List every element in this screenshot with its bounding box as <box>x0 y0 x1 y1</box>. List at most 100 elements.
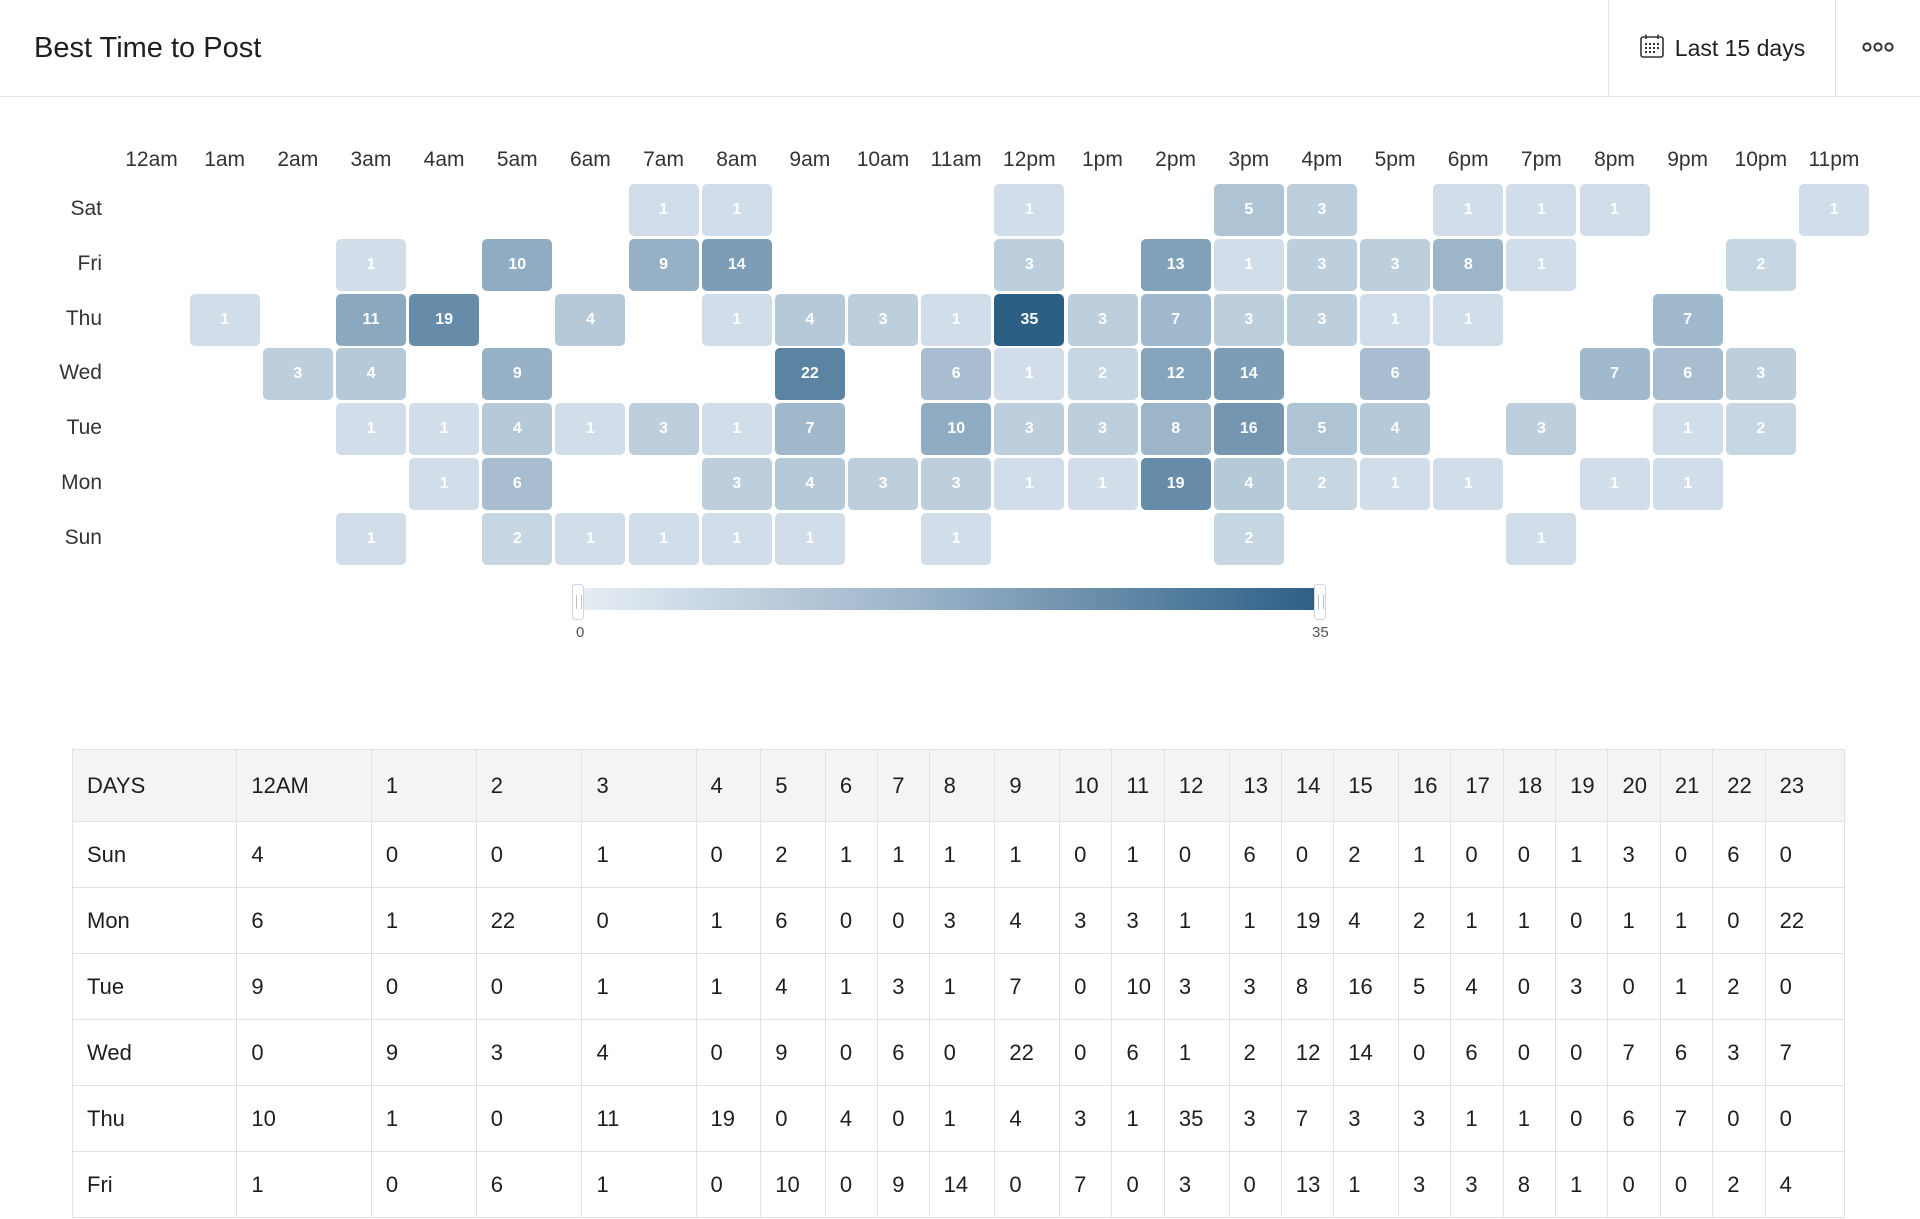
table-cell: 1 <box>877 821 930 888</box>
heatmap-cell[interactable]: 9 <box>628 238 699 291</box>
heatmap-cell[interactable]: 3 <box>1286 238 1357 291</box>
heatmap-cell[interactable]: 1 <box>409 403 480 456</box>
heatmap-cell[interactable]: 4 <box>1360 403 1431 456</box>
heatmap-cell[interactable]: 1 <box>628 512 699 565</box>
legend-min-handle[interactable] <box>572 584 584 620</box>
heatmap-cell[interactable]: 1 <box>336 403 407 456</box>
heatmap-cell[interactable]: 3 <box>701 458 772 510</box>
heatmap-cell[interactable]: 1 <box>701 403 772 456</box>
heatmap-cell[interactable]: 10 <box>921 403 992 456</box>
heatmap-cell[interactable]: 14 <box>1213 348 1284 401</box>
heatmap-cell[interactable]: 1 <box>336 238 407 291</box>
heatmap-cell[interactable]: 7 <box>1140 293 1211 346</box>
date-range-button[interactable]: Last 15 days <box>1608 0 1836 97</box>
heatmap-cell[interactable]: 7 <box>1652 293 1723 346</box>
heatmap-cell[interactable]: 6 <box>482 458 553 510</box>
heatmap-cell[interactable]: 1 <box>1652 458 1723 510</box>
heatmap-cell[interactable]: 1 <box>1433 458 1504 510</box>
heatmap-cell[interactable]: 1 <box>994 458 1065 510</box>
heatmap-cell[interactable]: 2 <box>1213 512 1284 565</box>
heatmap-cell[interactable]: 1 <box>701 184 772 236</box>
heatmap-cell[interactable]: 1 <box>1506 512 1577 565</box>
heatmap-cell[interactable]: 10 <box>482 238 553 291</box>
heatmap-cell[interactable]: 1 <box>994 184 1065 236</box>
heatmap-cell[interactable]: 13 <box>1140 238 1211 291</box>
heatmap-cell[interactable]: 1 <box>555 403 626 456</box>
heatmap-cell[interactable]: 1 <box>1652 403 1723 456</box>
heatmap-cell[interactable]: 1 <box>701 293 772 346</box>
heatmap-cell[interactable]: 1 <box>1067 458 1138 510</box>
heatmap-cell[interactable]: 1 <box>921 293 992 346</box>
heatmap-cell[interactable]: 3 <box>994 403 1065 456</box>
heatmap-cell[interactable]: 5 <box>1213 184 1284 236</box>
heatmap-cell[interactable]: 6 <box>921 348 992 401</box>
table-cell: 1 <box>1450 1085 1504 1152</box>
heatmap-cell[interactable]: 4 <box>774 458 845 510</box>
heatmap-cell[interactable]: 4 <box>336 348 407 401</box>
heatmap-cell[interactable]: 2 <box>1286 458 1357 510</box>
heatmap-cell[interactable]: 3 <box>994 238 1065 291</box>
heatmap-cell[interactable]: 3 <box>848 293 919 346</box>
heatmap-cell[interactable]: 7 <box>1579 348 1650 401</box>
heatmap-cell[interactable]: 3 <box>848 458 919 510</box>
heatmap-cell[interactable]: 14 <box>701 238 772 291</box>
heatmap-cell[interactable]: 3 <box>1067 293 1138 346</box>
heatmap-cell[interactable]: 1 <box>1506 238 1577 291</box>
heatmap-cell[interactable]: 1 <box>1433 293 1504 346</box>
heatmap-cell[interactable]: 3 <box>1360 238 1431 291</box>
color-scale-legend <box>572 584 1326 620</box>
heatmap-cell[interactable]: 1 <box>409 458 480 510</box>
heatmap-cell[interactable]: 7 <box>774 403 845 456</box>
heatmap-cell[interactable]: 4 <box>774 293 845 346</box>
heatmap-cell[interactable]: 1 <box>994 348 1065 401</box>
heatmap-cell[interactable]: 4 <box>1213 458 1284 510</box>
heatmap-cell[interactable]: 4 <box>555 293 626 346</box>
heatmap-cell[interactable]: 19 <box>409 293 480 346</box>
legend-max-label: 35 <box>1312 624 1329 641</box>
heatmap-cell[interactable]: 2 <box>1725 403 1796 456</box>
heatmap-cell[interactable]: 3 <box>1286 293 1357 346</box>
heatmap-cell[interactable]: 2 <box>482 512 553 565</box>
heatmap-cell[interactable]: 1 <box>701 512 772 565</box>
heatmap-cell[interactable]: 1 <box>628 184 699 236</box>
heatmap-cell[interactable]: 3 <box>1506 403 1577 456</box>
heatmap-cell[interactable]: 3 <box>1067 403 1138 456</box>
heatmap-cell[interactable]: 1 <box>1213 238 1284 291</box>
heatmap-cell[interactable]: 1 <box>555 512 626 565</box>
heatmap-cell[interactable]: 3 <box>921 458 992 510</box>
heatmap-cell[interactable]: 1 <box>921 512 992 565</box>
heatmap-cell[interactable]: 2 <box>1067 348 1138 401</box>
heatmap-cell[interactable]: 1 <box>1799 184 1870 236</box>
heatmap-cell[interactable]: 3 <box>1213 293 1284 346</box>
heatmap-cell[interactable]: 3 <box>1725 348 1796 401</box>
heatmap-cell[interactable]: 1 <box>1506 184 1577 236</box>
heatmap-cell[interactable]: 1 <box>1579 458 1650 510</box>
heatmap-cell[interactable]: 19 <box>1140 458 1211 510</box>
heatmap-cell[interactable]: 1 <box>1433 184 1504 236</box>
heatmap-cell[interactable]: 1 <box>774 512 845 565</box>
heatmap-cell[interactable]: 1 <box>1360 458 1431 510</box>
table-cell: 5 <box>1397 953 1452 1020</box>
heatmap-cell[interactable]: 22 <box>774 348 845 401</box>
heatmap-cell[interactable]: 2 <box>1725 238 1796 291</box>
heatmap-cell[interactable]: 12 <box>1140 348 1211 401</box>
heatmap-cell[interactable]: 3 <box>262 348 333 401</box>
heatmap-cell[interactable]: 3 <box>628 403 699 456</box>
heatmap-cell[interactable]: 35 <box>994 293 1065 346</box>
heatmap-cell[interactable]: 1 <box>1360 293 1431 346</box>
heatmap-cell[interactable]: 8 <box>1433 238 1504 291</box>
heatmap-cell[interactable]: 6 <box>1360 348 1431 401</box>
heatmap-cell[interactable]: 8 <box>1140 403 1211 456</box>
heatmap-cell[interactable]: 6 <box>1652 348 1723 401</box>
heatmap-cell[interactable]: 11 <box>336 293 407 346</box>
heatmap-cell[interactable]: 1 <box>336 512 407 565</box>
more-options-button[interactable] <box>1836 0 1920 97</box>
heatmap-cell[interactable]: 5 <box>1286 403 1357 456</box>
heatmap-cell[interactable]: 1 <box>189 293 260 346</box>
heatmap-cell[interactable]: 4 <box>482 403 553 456</box>
heatmap-cell[interactable]: 9 <box>482 348 553 401</box>
heatmap-cell[interactable]: 16 <box>1213 403 1284 456</box>
heatmap-cell[interactable]: 3 <box>1286 184 1357 236</box>
heatmap-cell[interactable]: 1 <box>1579 184 1650 236</box>
legend-max-handle[interactable] <box>1314 584 1326 620</box>
